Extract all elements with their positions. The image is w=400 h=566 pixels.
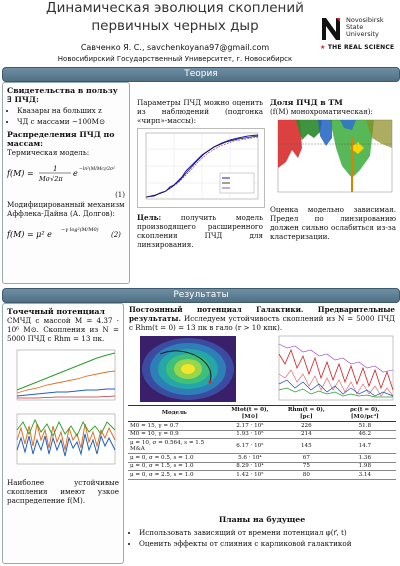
table-cell: 2.17 · 10⁵ [220,421,280,431]
section-results-header: Результаты [2,288,400,303]
table-cell: 8.29 · 10⁴ [220,462,280,471]
table-cell: 46.2 [333,430,396,439]
table-cell: 1.42 · 10⁵ [220,470,280,480]
table-cell: 226 [279,421,334,431]
table-cell: 214 [279,430,334,439]
table-row: M0 = 10, γ = 0.9 1.93 · 10⁵ 214 46.2 [128,430,396,439]
table-cell: M0 = 15, γ = 0.7 [128,421,221,431]
table-cell: 67 [279,453,334,463]
future-plan-item: Использовать зависящий от времени потенц… [139,528,395,537]
pbh-fraction-heading: Доля ПЧД в ТМ [270,98,343,107]
poster-title-line1: Динамическая эволюция скоплений [46,0,304,16]
table-header-row: Модель Mtot(t = 0), [M⊙] Rhm(t = 0), [pc… [128,405,396,422]
table-cell: 51.8 [333,421,396,431]
equation-2-graphic: f(M) = μ² e −γ log²(M/M0) (2) [6,226,121,239]
goal-description: получить модель производящего расширенно… [137,213,263,249]
results-left-box: Точечный потенциал СМЧД с массой M = 4.3… [2,303,124,564]
future-plans-heading: Планы на будущее [218,515,306,524]
point-potential-conclusion: Наиболее устойчивые скопления имеют узко… [7,478,119,505]
theory-left-box: Свидетельства в пользу ∃ ПЧД: Квазары на… [2,82,130,284]
table-row: M0 = 15, γ = 0.7 2.17 · 10⁵ 226 51.8 [128,421,396,431]
theory-right: Доля ПЧД в ТМ (f(M) монохроматическая): … [270,98,396,241]
table-row: μ = 10, σ = 0.564, s = 1.5 M&A 6.17 · 10⁵… [128,438,396,454]
table-cell: 6.17 · 10⁵ [220,438,280,454]
pbh-fraction-constraints-plot [270,118,396,200]
table-row: μ = 0, σ = 2.5, s = 1.0 1.42 · 10⁵ 80 3.14 [128,470,396,480]
table-cell: 145 [279,438,334,454]
point-potential-text: СМЧД с массой M = 4.37 · 10⁶ M⊙. Скоплен… [7,316,119,343]
theory-middle: Параметры ПЧД можно оценить из наблюдени… [137,98,265,249]
mass-dist-heading: Распределения ПЧД по массам: [7,130,115,148]
goal-text: Цель: получить модель производящего расш… [137,213,263,249]
table-cell: 75 [279,462,334,471]
table-cell: μ = 10, σ = 0.564, s = 1.5 M&A [128,438,221,454]
table-cell: 1.36 [333,453,396,463]
cluster-evolution-plot [278,335,394,401]
table-cell: μ = 0, σ = 1.5, s = 1.0 [128,462,221,471]
table-header-cell: Rhm(t = 0), [pc] [279,405,334,422]
authors: Савченко Я. С., savchenkoyana97@gmail.co… [80,43,270,52]
equation-2-number: (2) [111,231,121,239]
svg-text:f(M) =: f(M) = [7,169,34,178]
table-cell: 5.6 · 10⁴ [220,453,280,463]
table-header-cell: ρc(t = 0), [M⊙/pc³] [333,405,396,422]
galaxy-potential-heading: Постоянный потенциал Галактики. Предвари… [129,305,395,323]
results-right-text: Постоянный потенциал Галактики. Предвари… [129,305,395,332]
table-cell: 14.7 [333,438,396,454]
results-table: Модель Mtot(t = 0), [M⊙] Rhm(t = 0), [pc… [128,405,396,480]
galaxy-potential-text: Исследуем устойчивость скоплений из N = … [129,314,395,332]
evidence-heading: Свидетельства в пользу ∃ ПЧД: [7,86,118,104]
logo-name: Novosibirsk State University [346,16,384,38]
svg-text:−γ log²(M/M0): −γ log²(M/M0) [61,226,99,233]
galaxy-potential-map [140,336,236,402]
logo-tagline: ★ THE REAL SCIENCE [320,44,395,51]
thermal-model-label: Термическая модель: [7,148,90,157]
table-cell: μ = 0, σ = 2.5, s = 1.0 [128,470,221,480]
future-plan-item: Оценить эффекты от слияния с карликовой … [139,539,395,548]
equation-2: f(M) = μ² e −γ log²(M/M0) (2) [6,226,125,242]
svg-text:Mσ√2π: Mσ√2π [38,175,63,183]
table-header-cell: Mtot(t = 0), [M⊙] [220,405,280,422]
nsu-logo-icon [322,18,340,40]
goal-label: Цель: [137,213,162,222]
poster-title-line2: первичных черных дыр [91,18,259,34]
table-cell: 3.14 [333,470,396,480]
svg-text:e: e [73,169,78,178]
svg-text:f(M) = μ² e: f(M) = μ² e [7,230,52,239]
point-potential-heading: Точечный потенциал [7,307,105,316]
table-cell: 80 [279,470,334,480]
lagrange-radii-plot-bottom [16,413,116,465]
table-header-cell: Модель [128,405,221,422]
svg-text:−ln²(M/Mc)/2σ²: −ln²(M/Mc)/2σ² [79,165,115,172]
equation-1: f(M) = 1 Mσ√2π e −ln²(M/Mc)/2σ² [6,163,125,185]
affiliation: Новосибирский Государственный Университе… [57,55,293,63]
section-theory-header: Теория [2,67,400,82]
pbh-fraction-text: Оценка модельно зависимая. Предел по лин… [270,205,396,241]
table-cell: 1.93 · 10⁵ [220,430,280,439]
equation-1-number: (1) [115,191,125,199]
table-row: μ = 0, σ = 0.5, s = 1.0 5.6 · 10⁴ 67 1.36 [128,453,396,463]
table-cell: M0 = 10, γ = 0.9 [128,430,221,439]
equation-1-graphic: f(M) = 1 Mσ√2π e −ln²(M/Mc)/2σ² [6,165,115,183]
evidence-item: ЧД с массами ~100M⊙ [17,117,125,126]
ad-model-label: Модифицированный механизм Аффлека-Дайна … [7,200,125,218]
lagrange-radii-plot-top [16,349,116,401]
table-row: μ = 0, σ = 1.5, s = 1.0 8.29 · 10⁴ 75 1.98 [128,462,396,471]
pbh-fraction-subheading: (f(M) монохроматическая): [270,107,373,116]
params-text: Параметры ПЧД можно оценить из наблюдени… [137,98,263,125]
chirp-mass-fit-plot [137,128,265,208]
table-cell: μ = 0, σ = 0.5, s = 1.0 [128,453,221,463]
future-plans: Планы на будущее Использовать зависящий … [129,515,395,550]
svg-text:1: 1 [53,165,57,173]
table-cell: 1.98 [333,462,396,471]
evidence-item: Квазары на больших z [17,106,125,115]
